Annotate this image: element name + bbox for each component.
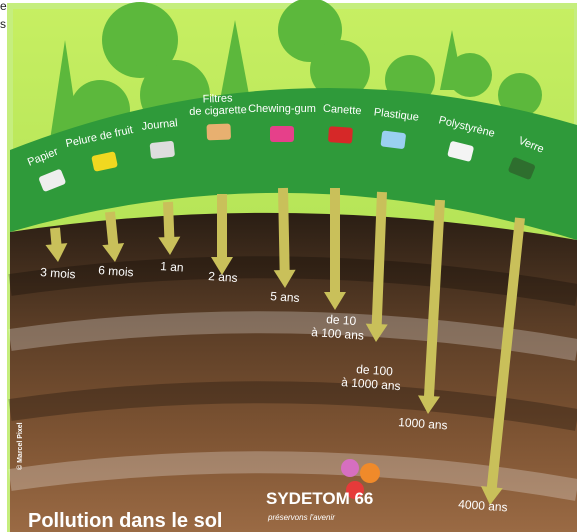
logo-tagline: préservons l'avenir [267, 513, 335, 522]
duration-label: 2 ans [208, 269, 238, 285]
duration-label: 1 an [160, 259, 184, 275]
item-icon [150, 141, 176, 159]
duration-label: 5 ans [270, 289, 300, 305]
infographic: Papier3 moisPelure de fruit6 moisJournal… [0, 0, 577, 532]
credit: © Marcel Pixel [16, 422, 24, 470]
label-line: de cigarette [189, 104, 247, 118]
label-line: Filtres [202, 92, 233, 105]
item-icon [328, 126, 353, 144]
title: Pollution dans le sol [28, 510, 222, 532]
duration-label: 3 mois [40, 265, 76, 281]
margin-fragment: s [0, 17, 6, 31]
margin-fragment: e [0, 0, 7, 13]
item-icon [270, 126, 294, 142]
duration-label: 6 mois [98, 263, 134, 279]
item-icon [380, 130, 406, 149]
logo-name: SYDETOM 66 [266, 489, 373, 508]
item-icon [206, 124, 231, 141]
item-label: Chewing-gum [248, 103, 316, 115]
